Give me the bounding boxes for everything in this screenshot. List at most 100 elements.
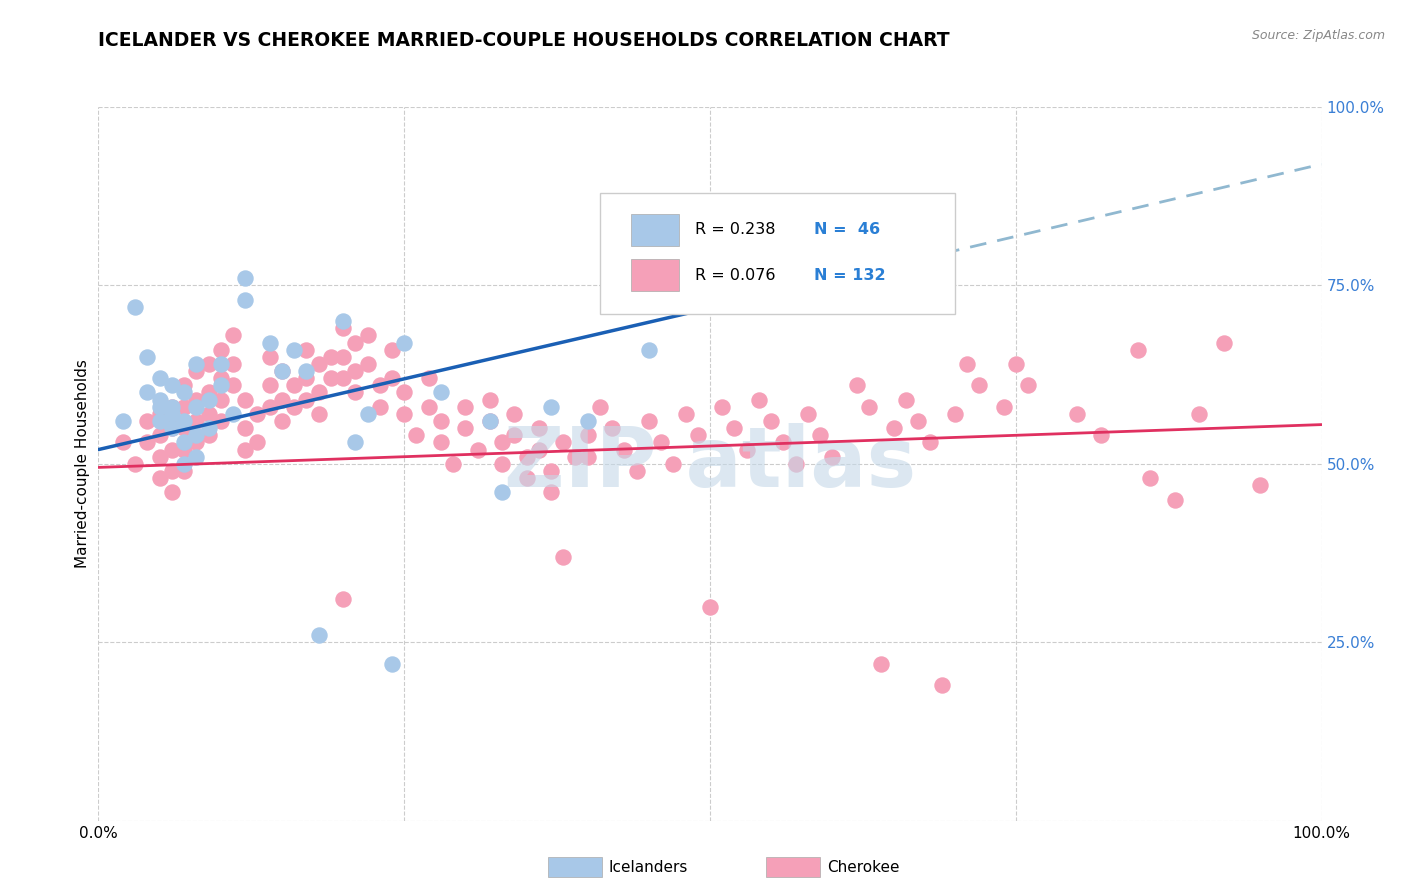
Point [491, 435, 513, 450]
Point [124, 300, 146, 314]
Point [467, 442, 489, 457]
Point [319, 371, 342, 385]
Point [894, 392, 917, 407]
Point [418, 400, 440, 414]
Point [381, 371, 404, 385]
Point [441, 457, 464, 471]
Point [576, 450, 599, 464]
Point [699, 221, 721, 235]
Point [209, 378, 232, 392]
Text: R = 0.238: R = 0.238 [696, 222, 776, 237]
Point [160, 421, 183, 435]
Point [553, 549, 575, 564]
Point [699, 599, 721, 614]
Y-axis label: Married-couple Households: Married-couple Households [75, 359, 90, 568]
Text: R = 0.076: R = 0.076 [696, 268, 776, 283]
Point [920, 435, 942, 450]
Point [136, 350, 159, 364]
Point [576, 428, 599, 442]
Point [149, 407, 172, 421]
Point [222, 328, 245, 343]
Point [332, 371, 354, 385]
Point [491, 457, 513, 471]
Point [1212, 335, 1234, 350]
Point [626, 464, 648, 478]
Point [186, 357, 208, 371]
Point [160, 378, 183, 392]
Point [259, 378, 281, 392]
Point [821, 450, 844, 464]
Point [197, 392, 219, 407]
Point [160, 421, 183, 435]
Point [344, 435, 367, 450]
Point [295, 392, 318, 407]
Point [259, 350, 281, 364]
Point [160, 407, 183, 421]
Point [478, 414, 501, 428]
Point [186, 392, 208, 407]
Point [173, 400, 195, 414]
Point [735, 442, 758, 457]
Point [761, 414, 783, 428]
Point [233, 421, 256, 435]
Point [344, 364, 367, 378]
Point [761, 257, 783, 271]
Text: ICELANDER VS CHEROKEE MARRIED-COUPLE HOUSEHOLDS CORRELATION CHART: ICELANDER VS CHEROKEE MARRIED-COUPLE HOU… [98, 31, 950, 50]
Point [553, 435, 575, 450]
Bar [630, 259, 679, 291]
Point [858, 400, 880, 414]
Point [344, 335, 367, 350]
Point [173, 421, 195, 435]
Point [270, 392, 294, 407]
Point [967, 378, 990, 392]
Point [111, 435, 134, 450]
Point [197, 357, 219, 371]
Text: ZIP atlas: ZIP atlas [503, 424, 917, 504]
Point [186, 364, 208, 378]
Point [160, 464, 183, 478]
Point [246, 407, 269, 421]
Point [650, 435, 672, 450]
Point [233, 271, 256, 285]
Point [186, 414, 208, 428]
Point [454, 400, 477, 414]
Text: Icelanders: Icelanders [609, 860, 688, 874]
Point [748, 392, 770, 407]
Point [1066, 407, 1088, 421]
Point [368, 378, 391, 392]
Point [808, 428, 831, 442]
Point [772, 435, 794, 450]
Point [160, 442, 183, 457]
Point [430, 435, 453, 450]
Point [675, 407, 697, 421]
Point [418, 371, 440, 385]
Point [356, 407, 378, 421]
Point [381, 657, 404, 671]
Point [638, 414, 661, 428]
Point [564, 450, 586, 464]
Point [332, 592, 354, 607]
Point [233, 442, 256, 457]
Point [233, 293, 256, 307]
Point [332, 314, 354, 328]
Text: N = 132: N = 132 [814, 268, 886, 283]
Point [295, 343, 318, 357]
Point [270, 364, 294, 378]
Point [392, 335, 416, 350]
Point [1188, 407, 1211, 421]
Point [540, 485, 562, 500]
Point [589, 400, 612, 414]
Point [503, 428, 526, 442]
Point [662, 457, 685, 471]
Point [907, 414, 929, 428]
Point [1090, 428, 1112, 442]
Point [173, 442, 195, 457]
Point [209, 414, 232, 428]
Point [576, 414, 599, 428]
Point [209, 357, 232, 371]
Point [931, 678, 953, 692]
Point [381, 343, 404, 357]
Point [527, 421, 550, 435]
FancyBboxPatch shape [600, 193, 955, 314]
Point [344, 385, 367, 400]
